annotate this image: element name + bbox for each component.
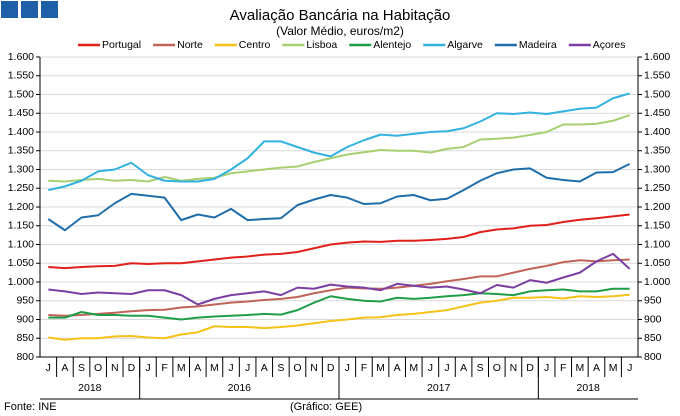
series-line — [48, 114, 631, 183]
y-tick-label: 1.450 — [8, 107, 34, 119]
x-tick-label: J — [46, 362, 51, 374]
legend-label: Norte — [177, 39, 203, 51]
year-label: 2018 — [78, 382, 102, 394]
y-tick-label: 1.250 — [8, 182, 34, 194]
x-tick-label: O — [293, 362, 301, 374]
y2-tick-label: 850 — [644, 332, 662, 344]
y2-tick-label: 1.050 — [644, 257, 670, 269]
x-tick-label: M — [609, 362, 618, 374]
x-tick-label: J — [145, 362, 150, 374]
y2-tick-label: 900 — [644, 313, 662, 325]
series-line — [48, 252, 631, 306]
y2-tick-label: 1.100 — [644, 238, 670, 250]
y-tick-label: 1.100 — [8, 238, 34, 250]
x-tick-label: J — [428, 362, 433, 374]
y2-tick-label: 1.350 — [644, 145, 670, 157]
x-tick-label: A — [61, 362, 68, 374]
x-tick-label: S — [78, 362, 85, 374]
x-tick-label: J — [444, 362, 449, 374]
x-tick-label: M — [210, 362, 219, 374]
y2-tick-label: 1.200 — [644, 201, 670, 213]
y-tick-label: 800 — [16, 351, 34, 363]
y-tick-label: 850 — [16, 332, 34, 344]
year-label: 2016 — [228, 382, 252, 394]
y2-tick-label: 1.300 — [644, 163, 670, 175]
x-tick-label: A — [593, 362, 600, 374]
y-tick-label: 1.500 — [8, 88, 34, 100]
x-tick-label: M — [409, 362, 418, 374]
year-label: 2017 — [427, 382, 451, 394]
y2-tick-label: 1.550 — [644, 70, 670, 82]
x-tick-label: A — [394, 362, 401, 374]
chart-title: Avaliação Bancária na Habitação — [230, 7, 451, 24]
x-tick-label: J — [544, 362, 549, 374]
y-tick-label: 1.000 — [8, 276, 34, 288]
x-tick-label: F — [361, 362, 367, 374]
y-tick-label: 1.200 — [8, 201, 34, 213]
y2-tick-label: 1.000 — [644, 276, 670, 288]
x-tick-label: M — [575, 362, 584, 374]
y2-tick-label: 950 — [644, 295, 662, 307]
x-tick-label: J — [245, 362, 250, 374]
legend-label: Madeira — [519, 39, 557, 51]
y-tick-label: 1.150 — [8, 220, 34, 232]
y2-tick-label: 1.250 — [644, 182, 670, 194]
x-tick-label: A — [194, 362, 201, 374]
y-tick-label: 1.600 — [8, 51, 34, 63]
x-tick-label: F — [161, 362, 167, 374]
x-tick-label: J — [228, 362, 233, 374]
y-tick-label: 950 — [16, 295, 34, 307]
x-tick-label: M — [177, 362, 186, 374]
x-tick-label: N — [310, 362, 318, 374]
y-tick-label: 1.300 — [8, 163, 34, 175]
legend-label: Centro — [239, 39, 271, 51]
x-tick-label: S — [477, 362, 484, 374]
x-tick-label: J — [627, 362, 632, 374]
x-tick-label: D — [128, 362, 136, 374]
y-tick-label: 1.400 — [8, 126, 34, 138]
y-tick-label: 1.350 — [8, 145, 34, 157]
x-tick-label: N — [111, 362, 119, 374]
logo-square — [1, 1, 18, 18]
y-tick-label: 1.050 — [8, 257, 34, 269]
legend-label: Lisboa — [306, 39, 337, 51]
logo-square — [41, 1, 58, 18]
legend-label: Alentejo — [373, 39, 411, 51]
legend-label: Portugal — [102, 39, 141, 51]
x-tick-label: A — [261, 362, 268, 374]
source: Fonte: INE — [4, 401, 57, 413]
x-tick-label: O — [94, 362, 102, 374]
series-line — [48, 213, 630, 270]
y-tick-label: 1.550 — [8, 70, 34, 82]
credit: (Gráfico: GEE) — [290, 401, 362, 413]
legend-label: Açores — [593, 39, 626, 51]
y2-tick-label: 800 — [644, 351, 662, 363]
series-line — [48, 293, 630, 341]
chart-subtitle: (Valor Médio, euros/m2) — [276, 24, 404, 38]
y2-tick-label: 1.450 — [644, 107, 670, 119]
y2-tick-label: 1.600 — [644, 51, 670, 63]
series-line — [48, 287, 630, 321]
y2-tick-label: 1.400 — [644, 126, 670, 138]
legend-label: Algarve — [447, 39, 483, 51]
series-line — [47, 162, 631, 232]
x-tick-label: O — [493, 362, 501, 374]
series-line — [48, 92, 630, 192]
series-line — [48, 258, 630, 317]
logo-square — [21, 1, 38, 18]
x-tick-label: D — [327, 362, 335, 374]
y2-tick-label: 1.150 — [644, 220, 670, 232]
x-tick-label: F — [560, 362, 566, 374]
x-tick-label: N — [510, 362, 518, 374]
x-tick-label: S — [277, 362, 284, 374]
x-tick-label: D — [526, 362, 534, 374]
x-tick-label: A — [460, 362, 467, 374]
x-tick-label: J — [345, 362, 350, 374]
year-label: 2018 — [576, 382, 600, 394]
y2-tick-label: 1.500 — [644, 88, 670, 100]
x-tick-label: M — [376, 362, 385, 374]
y-tick-label: 900 — [16, 313, 34, 325]
